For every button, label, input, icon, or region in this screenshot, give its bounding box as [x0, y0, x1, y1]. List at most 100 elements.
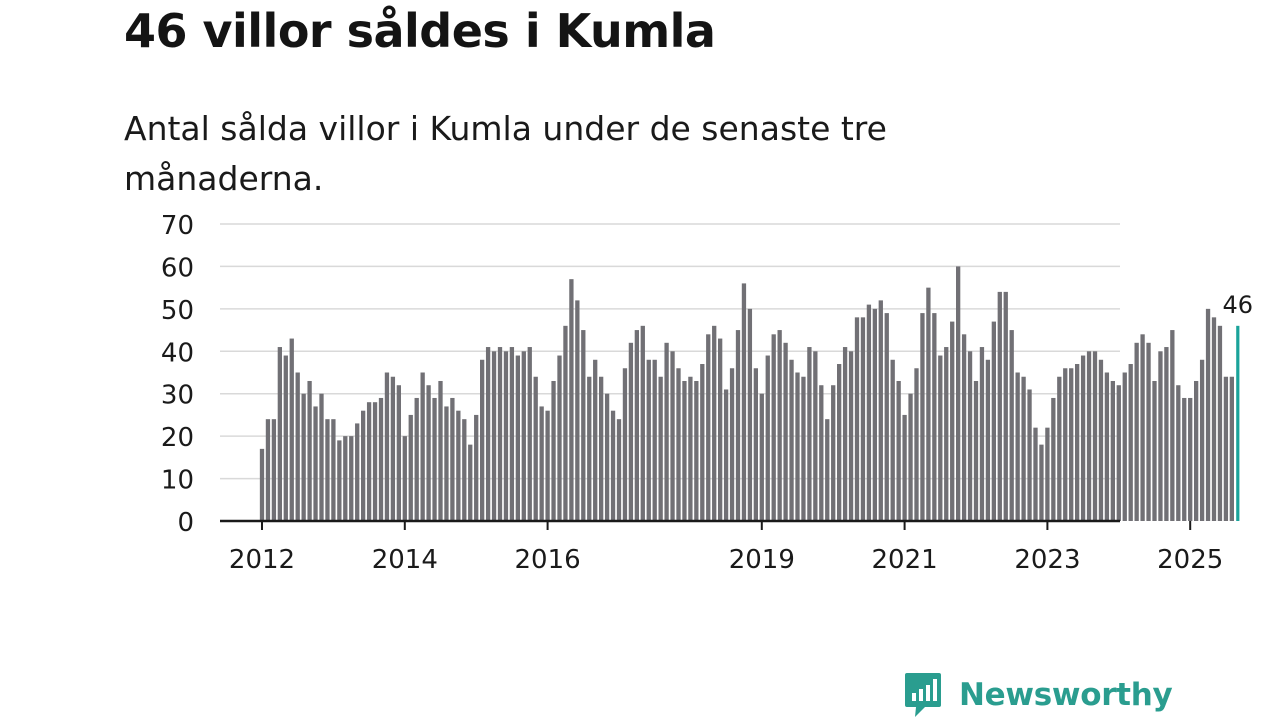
newsworthy-logo: Newsworthy	[903, 670, 1173, 720]
bar	[1080, 355, 1086, 521]
bar	[848, 351, 854, 521]
bar	[1051, 397, 1056, 521]
bar	[1205, 308, 1211, 521]
bar	[890, 359, 895, 521]
bar	[658, 376, 663, 521]
x-tick-label: 2014	[372, 545, 438, 575]
bar	[1152, 380, 1157, 521]
bar	[1176, 385, 1181, 521]
x-tick-label: 2023	[1014, 545, 1080, 575]
bar	[920, 313, 925, 521]
x-tick-label: 2016	[515, 545, 581, 575]
bar	[884, 313, 889, 521]
bar	[271, 419, 277, 521]
bar	[265, 419, 271, 521]
bar	[396, 385, 401, 521]
bar	[468, 444, 473, 521]
bar	[575, 300, 580, 521]
bar	[1057, 376, 1062, 521]
bar	[765, 355, 770, 521]
bar	[545, 410, 550, 521]
bar	[723, 389, 729, 521]
bar	[1033, 427, 1038, 521]
bar	[896, 380, 901, 521]
bar	[997, 291, 1002, 521]
bar	[961, 334, 967, 521]
bar	[747, 308, 753, 521]
bar	[688, 376, 693, 521]
bar	[985, 359, 991, 521]
bar	[503, 351, 509, 521]
bar	[604, 393, 610, 521]
bar	[1158, 351, 1163, 521]
bar	[700, 364, 705, 521]
bar	[390, 376, 396, 521]
bar	[366, 402, 372, 521]
bar	[831, 385, 836, 521]
y-tick-label: 60	[161, 253, 194, 283]
newsworthy-logo-text: Newsworthy	[959, 677, 1173, 713]
bar	[1063, 368, 1068, 521]
bar	[384, 372, 390, 521]
bar	[325, 419, 330, 521]
bar	[1015, 372, 1020, 521]
y-axis-tick-labels: 0 10 20 30 40 50 60 70	[161, 211, 194, 538]
bar-series	[259, 266, 1240, 521]
bar	[973, 380, 979, 521]
bar	[509, 347, 515, 521]
x-tick-label: 2019	[729, 545, 795, 575]
bar	[593, 359, 598, 521]
bar	[807, 347, 812, 521]
newsworthy-logo-icon	[905, 673, 941, 717]
bar	[801, 376, 806, 521]
bar	[1104, 372, 1110, 521]
bar	[301, 393, 306, 521]
chart-subtitle: Antal sålda villor i Kumla under de sena…	[124, 109, 887, 198]
bar	[735, 330, 741, 521]
bar	[1098, 359, 1104, 521]
bar	[456, 410, 461, 521]
bar	[676, 368, 681, 521]
bar	[569, 279, 574, 521]
y-tick-label: 0	[177, 508, 194, 538]
bar	[295, 372, 300, 521]
bar	[355, 423, 360, 521]
bar	[926, 287, 931, 521]
bar	[444, 406, 449, 521]
bar	[789, 359, 794, 521]
bar	[1021, 376, 1026, 521]
bar	[515, 355, 520, 521]
bar	[521, 351, 526, 521]
bar	[741, 283, 747, 521]
bar	[337, 440, 342, 521]
bar	[991, 321, 996, 521]
bar	[313, 406, 318, 521]
y-tick-label: 70	[161, 211, 194, 241]
bar	[944, 347, 949, 521]
y-tick-label: 50	[161, 296, 194, 326]
bar	[1045, 427, 1050, 521]
bar	[1069, 368, 1074, 521]
bar	[1009, 330, 1014, 521]
bar	[860, 317, 866, 521]
x-tick-label: 2025	[1157, 545, 1223, 575]
bar	[1140, 334, 1145, 521]
bar	[581, 330, 586, 521]
bar	[1134, 342, 1139, 521]
bar	[628, 342, 634, 521]
bar	[1199, 359, 1205, 521]
bar	[664, 342, 669, 521]
bar	[402, 436, 407, 521]
bar	[432, 397, 437, 521]
bar	[777, 330, 782, 521]
bar	[1092, 351, 1098, 521]
y-tick-label: 10	[161, 466, 194, 496]
bar	[307, 380, 312, 521]
bar	[497, 347, 503, 521]
bar	[361, 410, 366, 521]
bar	[712, 325, 717, 521]
bar	[652, 359, 657, 521]
bar	[979, 347, 985, 521]
bar	[557, 355, 562, 521]
bar	[1217, 325, 1223, 521]
